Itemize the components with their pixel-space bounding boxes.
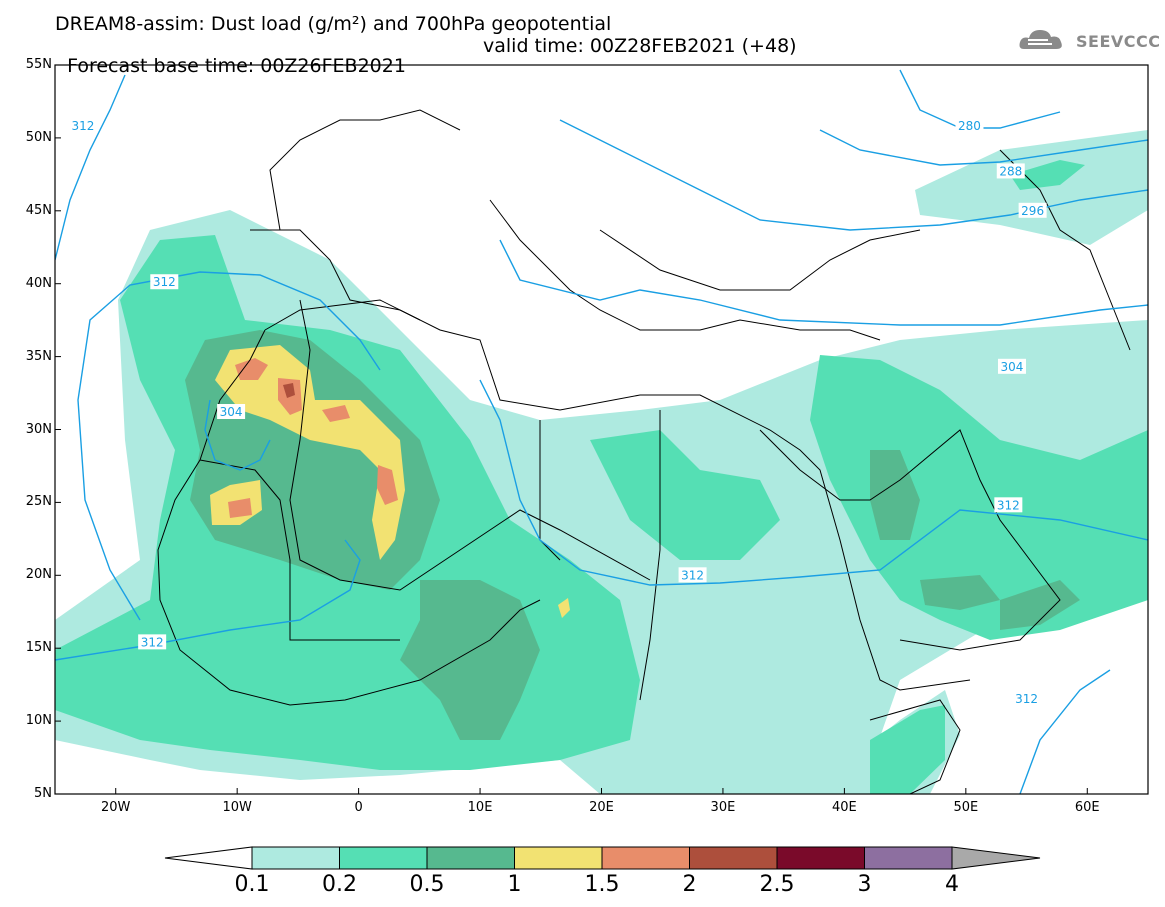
lat-label: 15N	[25, 640, 52, 656]
dust-band-0.2-east	[810, 355, 1148, 640]
lon-label: 20W	[101, 800, 131, 815]
contour-label: 312	[68, 118, 97, 134]
dust-band-1.5	[235, 358, 268, 380]
lon-label: 60E	[1074, 800, 1100, 815]
colorbar-swatch	[426, 846, 515, 870]
logo-text: SEEVCCC	[1076, 32, 1161, 51]
axis-ticks	[55, 64, 1088, 795]
forecast-time-line: Forecast base time: 00Z26FEB2021 valid t…	[55, 36, 796, 96]
base-time: Forecast base time: 00Z26FEB2021	[67, 55, 406, 77]
lat-label: 5N	[34, 786, 52, 801]
lon-label: 40E	[831, 800, 857, 815]
contour-label-text: 304	[220, 405, 243, 419]
contour-label: 288	[996, 163, 1025, 179]
colorbar-label: 2	[682, 872, 697, 897]
contour-label-text: 288	[999, 164, 1022, 178]
dust-band-0.5-yemen	[920, 575, 1000, 610]
lat-label: 30N	[25, 421, 52, 437]
seevccc-logo: SEEVCCC	[1018, 25, 1160, 57]
colorbar-upper-arrow	[951, 846, 1041, 870]
contour-label-text: 312	[997, 498, 1020, 512]
contour-labels: 312 312 304 312 312 312 312 304 296 288 280	[68, 118, 1047, 707]
contour-label: 312	[138, 634, 167, 650]
contour-label-text: 312	[141, 635, 164, 649]
dust-band-1.5-d	[377, 465, 398, 505]
contour-label-text: 312	[71, 119, 94, 133]
contour-label: 312	[150, 274, 179, 290]
colorbar-swatch	[776, 846, 865, 870]
dust-band-1-chad	[558, 598, 570, 618]
dust-band-0.5-sahel	[400, 580, 540, 740]
dust-band-0.5-oman	[1000, 580, 1080, 630]
contour-label: 296	[1018, 202, 1047, 218]
map-title: DREAM8-assim: Dust load (g/m²) and 700hP…	[55, 13, 612, 35]
lat-label: 20N	[25, 567, 52, 583]
colorbar-label: 0.2	[322, 872, 357, 897]
dust-band-0.2-mid	[590, 430, 780, 560]
lat-label: 55N	[25, 57, 52, 72]
lon-label: 10E	[467, 800, 493, 815]
cloud-logo-icon	[1019, 30, 1062, 49]
contour-label: 312	[1012, 691, 1041, 707]
lat-label: 35N	[25, 348, 52, 364]
valid-time: valid time: 00Z28FEB2021 (+48)	[483, 35, 797, 57]
colorbar-label: 1	[507, 872, 522, 897]
dust-band-0.2-north	[1010, 160, 1085, 190]
colorbar-swatch	[339, 846, 428, 870]
colorbar-label: 4	[945, 872, 959, 897]
colorbar-swatch	[251, 846, 340, 870]
coastlines	[157, 109, 1131, 794]
contour-label-text: 296	[1021, 204, 1044, 218]
contour-label-text: 312	[153, 275, 176, 289]
lat-label: 45N	[25, 202, 52, 218]
dust-band-0.2-horn	[870, 705, 945, 794]
colorbar-label: 2.5	[759, 872, 795, 897]
colorbar-lower-arrow	[164, 846, 253, 870]
contour-label-text: 312	[681, 568, 704, 582]
lat-label: 40N	[25, 275, 52, 291]
colorbar-label: 0.5	[409, 872, 445, 897]
contour-label-text: 280	[958, 119, 981, 133]
contour-label: 304	[217, 404, 246, 420]
lat-label: 25N	[25, 494, 52, 510]
dust-band-2	[283, 383, 295, 398]
colorbar-swatch	[514, 846, 603, 870]
contour-label: 312	[678, 567, 707, 583]
contour-label: 304	[997, 358, 1026, 374]
colorbar-swatch	[864, 846, 953, 870]
lat-label: 50N	[25, 129, 52, 145]
dust-band-0.5-arabia	[870, 450, 920, 540]
colorbar	[164, 846, 1041, 870]
lon-label: 0	[354, 800, 363, 815]
lon-label: 20E	[589, 800, 614, 815]
colorbar-swatch	[689, 846, 778, 870]
contour-label-text: 312	[1015, 692, 1038, 706]
lon-label: 50E	[953, 800, 979, 815]
colorbar-label: 0.1	[234, 872, 270, 897]
dust-band-1.5-c	[322, 405, 350, 422]
contour-label: 312	[994, 497, 1023, 513]
lat-label: 10N	[25, 713, 52, 729]
contour-label-text: 304	[1001, 360, 1024, 374]
dust-band-1.5-e	[228, 498, 252, 518]
dust-band-1	[215, 345, 405, 560]
contour-label: 280	[955, 118, 984, 134]
colorbar-label: 3	[857, 872, 872, 897]
lon-label: 10W	[222, 800, 252, 815]
dust-field	[55, 130, 1148, 794]
colorbar-swatch	[601, 846, 690, 870]
colorbar-label: 1.5	[584, 872, 620, 897]
lon-label: 30E	[710, 800, 736, 815]
